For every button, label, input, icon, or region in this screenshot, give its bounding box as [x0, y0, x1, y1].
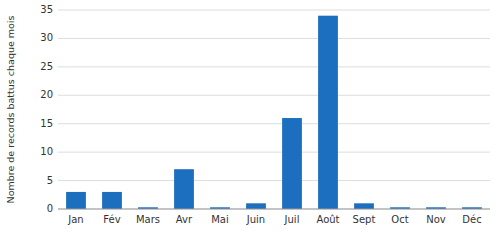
- x-tick-label: Mars: [136, 214, 160, 225]
- bar: [66, 192, 86, 209]
- y-tick-label: 10: [40, 146, 53, 157]
- bar: [282, 118, 302, 209]
- y-tick-label: 5: [47, 175, 53, 186]
- x-tick-label: Août: [316, 214, 339, 225]
- y-tick-label: 0: [47, 203, 53, 214]
- x-tick-label: Juin: [246, 214, 265, 225]
- y-tick-label: 20: [40, 89, 53, 100]
- bar: [246, 203, 266, 209]
- y-axis-label: Nombre de records battus chaque mois: [5, 15, 16, 203]
- grid-line: [58, 66, 490, 67]
- grid-line: [58, 95, 490, 96]
- bars: [66, 16, 482, 209]
- y-tick-label: 35: [40, 4, 53, 15]
- bar: [174, 169, 194, 209]
- x-tick-label: Juil: [284, 214, 300, 225]
- x-tick-label: Sept: [353, 214, 376, 225]
- grid-line: [58, 10, 490, 11]
- x-tick-label: Déc: [462, 214, 481, 225]
- y-tick-label: 15: [40, 118, 53, 129]
- grid-line: [58, 123, 490, 124]
- y-tick-label: 25: [40, 61, 53, 72]
- bar: [354, 203, 374, 209]
- bar: [102, 192, 122, 209]
- y-ticks: 0 5 10 15 20 25 30 35: [40, 4, 53, 214]
- x-tick-label: Oct: [391, 214, 408, 225]
- y-tick-label: 30: [40, 32, 53, 43]
- grid-line: [58, 152, 490, 153]
- x-ticks: Jan Fév Mars Avr Mai Juin Juil Août Sept Oct Nov Dé…: [67, 214, 481, 225]
- grid-line: [58, 180, 490, 181]
- chart: 0 5 10 15 20 25 30 35 Jan Fév Mars Avr Mai Juin Juil Ao…: [0, 0, 500, 235]
- x-tick-label: Jan: [67, 214, 83, 225]
- grid-line: [58, 209, 490, 210]
- grid-line: [58, 38, 490, 39]
- y-grid: [58, 10, 490, 209]
- x-tick-label: Mai: [211, 214, 229, 225]
- x-tick-label: Avr: [176, 214, 193, 225]
- x-axis-line: [58, 209, 490, 210]
- x-tick-label: Nov: [426, 214, 446, 225]
- bar: [318, 16, 338, 209]
- chart-container: 0 5 10 15 20 25 30 35 Jan Fév Mars Avr Mai Juin Juil Ao…: [0, 0, 500, 235]
- x-tick-label: Fév: [103, 214, 120, 225]
